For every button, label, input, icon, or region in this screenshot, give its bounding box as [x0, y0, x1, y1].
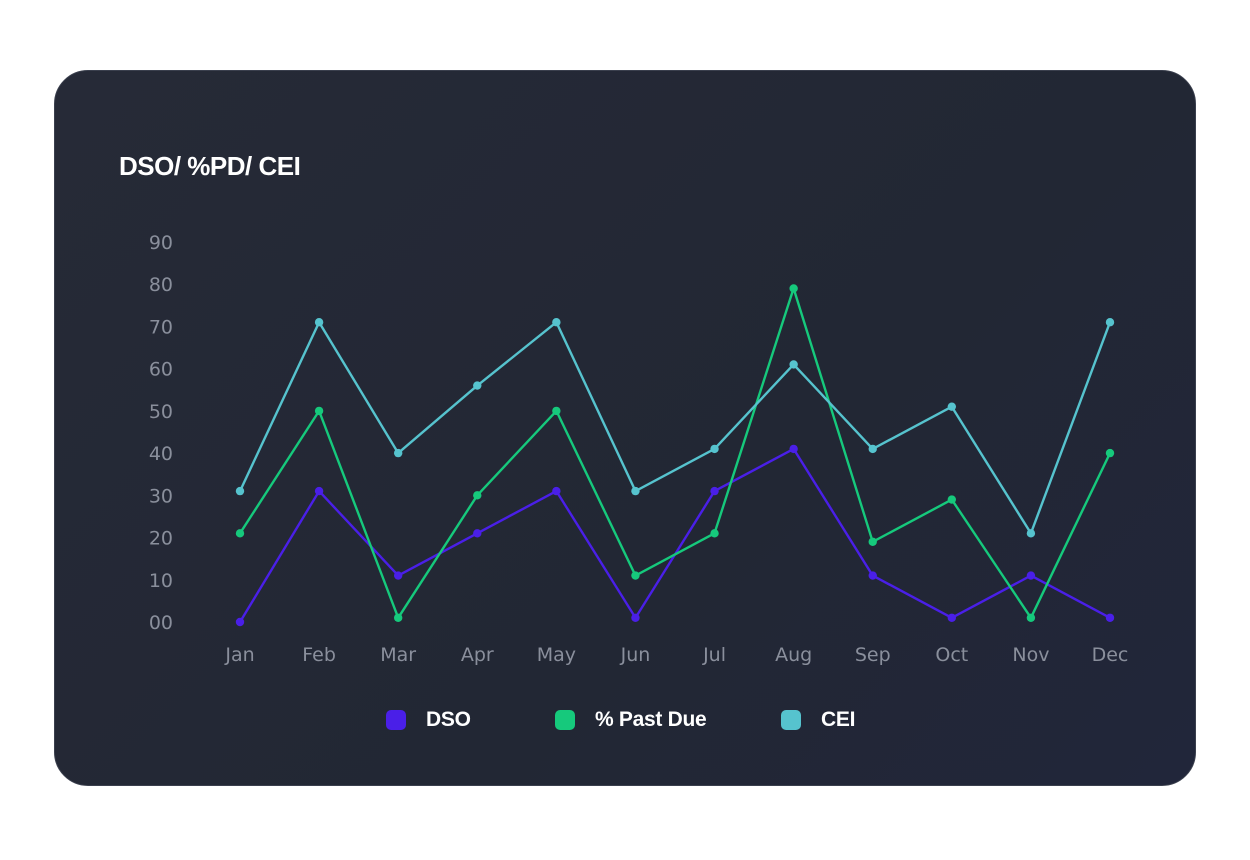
- data-point[interactable]: [1105, 448, 1115, 458]
- data-point[interactable]: [1026, 529, 1036, 538]
- x-tick-label: Nov: [1012, 644, 1049, 666]
- legend-label-past-due: % Past Due: [595, 708, 707, 731]
- data-point[interactable]: [1105, 613, 1115, 622]
- legend-item-past-due[interactable]: % Past Due: [555, 708, 707, 732]
- data-point[interactable]: [235, 486, 245, 496]
- x-tick-label: Sep: [855, 644, 891, 666]
- data-point[interactable]: [947, 495, 957, 504]
- data-point[interactable]: [473, 381, 482, 390]
- x-tick-label: Mar: [380, 644, 416, 666]
- legend-swatch-dso: [386, 710, 406, 730]
- chart-legend: DSO % Past Due CEI: [55, 708, 1195, 738]
- y-tick-label: 10: [149, 570, 173, 592]
- data-point[interactable]: [710, 444, 719, 454]
- data-point[interactable]: [868, 537, 877, 546]
- data-point[interactable]: [314, 318, 324, 327]
- data-point[interactable]: [868, 571, 877, 580]
- data-point[interactable]: [314, 406, 324, 416]
- data-point[interactable]: [631, 571, 640, 580]
- y-axis-ticks: 00 10 20 30 40 50 60 70 80 90: [149, 232, 173, 634]
- x-axis-ticks: Jan Feb Mar Apr May Jun Jul Aug Sep Oct Nov Dec: [224, 644, 1128, 666]
- y-tick-label: 30: [149, 485, 173, 507]
- data-point[interactable]: [789, 360, 798, 369]
- data-point[interactable]: [1026, 613, 1036, 622]
- y-tick-label: 80: [149, 274, 173, 296]
- x-tick-label: May: [537, 644, 576, 666]
- x-tick-label: Dec: [1092, 644, 1129, 666]
- legend-item-cei[interactable]: CEI: [781, 708, 855, 732]
- y-tick-label: 20: [149, 528, 173, 550]
- data-point[interactable]: [947, 613, 957, 622]
- data-point[interactable]: [552, 486, 561, 496]
- data-point[interactable]: [1026, 571, 1036, 580]
- data-point[interactable]: [473, 491, 482, 500]
- y-tick-label: 90: [149, 232, 173, 254]
- x-tick-label: Apr: [461, 644, 494, 666]
- x-tick-label: Feb: [302, 644, 336, 666]
- series-line-2: [238, 320, 1112, 535]
- legend-item-dso[interactable]: DSO: [386, 708, 471, 732]
- data-point[interactable]: [235, 529, 245, 538]
- x-tick-label: Aug: [775, 644, 812, 666]
- data-point[interactable]: [314, 486, 324, 496]
- data-point[interactable]: [947, 402, 957, 411]
- data-point[interactable]: [393, 448, 403, 458]
- chart-title: DSO/ %PD/ CEI: [119, 151, 301, 181]
- data-point[interactable]: [393, 613, 403, 622]
- y-tick-label: 70: [149, 316, 173, 338]
- data-point[interactable]: [631, 486, 640, 496]
- legend-swatch-cei: [781, 710, 801, 730]
- data-point[interactable]: [710, 529, 719, 538]
- y-tick-label: 00: [149, 612, 173, 634]
- y-tick-label: 60: [149, 359, 173, 381]
- data-point[interactable]: [552, 406, 561, 416]
- data-point[interactable]: [1105, 318, 1115, 327]
- chart-card: DSO/ %PD/ CEI 00 10 20 30 40 50 60 70 80 90 Jan Fe…: [54, 70, 1196, 786]
- data-point[interactable]: [393, 571, 403, 580]
- y-tick-label: 40: [149, 443, 173, 465]
- data-point[interactable]: [552, 318, 561, 327]
- x-tick-label: Oct: [935, 644, 968, 666]
- series-points: [235, 284, 1115, 627]
- y-tick-label: 50: [149, 401, 173, 423]
- data-point[interactable]: [473, 529, 482, 538]
- data-point[interactable]: [235, 617, 245, 627]
- x-tick-label: Jul: [702, 644, 726, 666]
- x-tick-label: Jan: [224, 644, 254, 666]
- legend-label-dso: DSO: [426, 708, 471, 731]
- x-tick-label: Jun: [620, 644, 651, 666]
- series-line-0: [238, 447, 1111, 623]
- series-lines: [238, 287, 1112, 623]
- data-point[interactable]: [868, 444, 877, 454]
- data-point[interactable]: [710, 486, 719, 496]
- legend-swatch-past-due: [555, 710, 575, 730]
- legend-label-cei: CEI: [821, 708, 856, 731]
- series-line-1: [238, 287, 1112, 619]
- data-point[interactable]: [789, 284, 798, 293]
- data-point[interactable]: [789, 444, 798, 454]
- data-point[interactable]: [631, 613, 640, 622]
